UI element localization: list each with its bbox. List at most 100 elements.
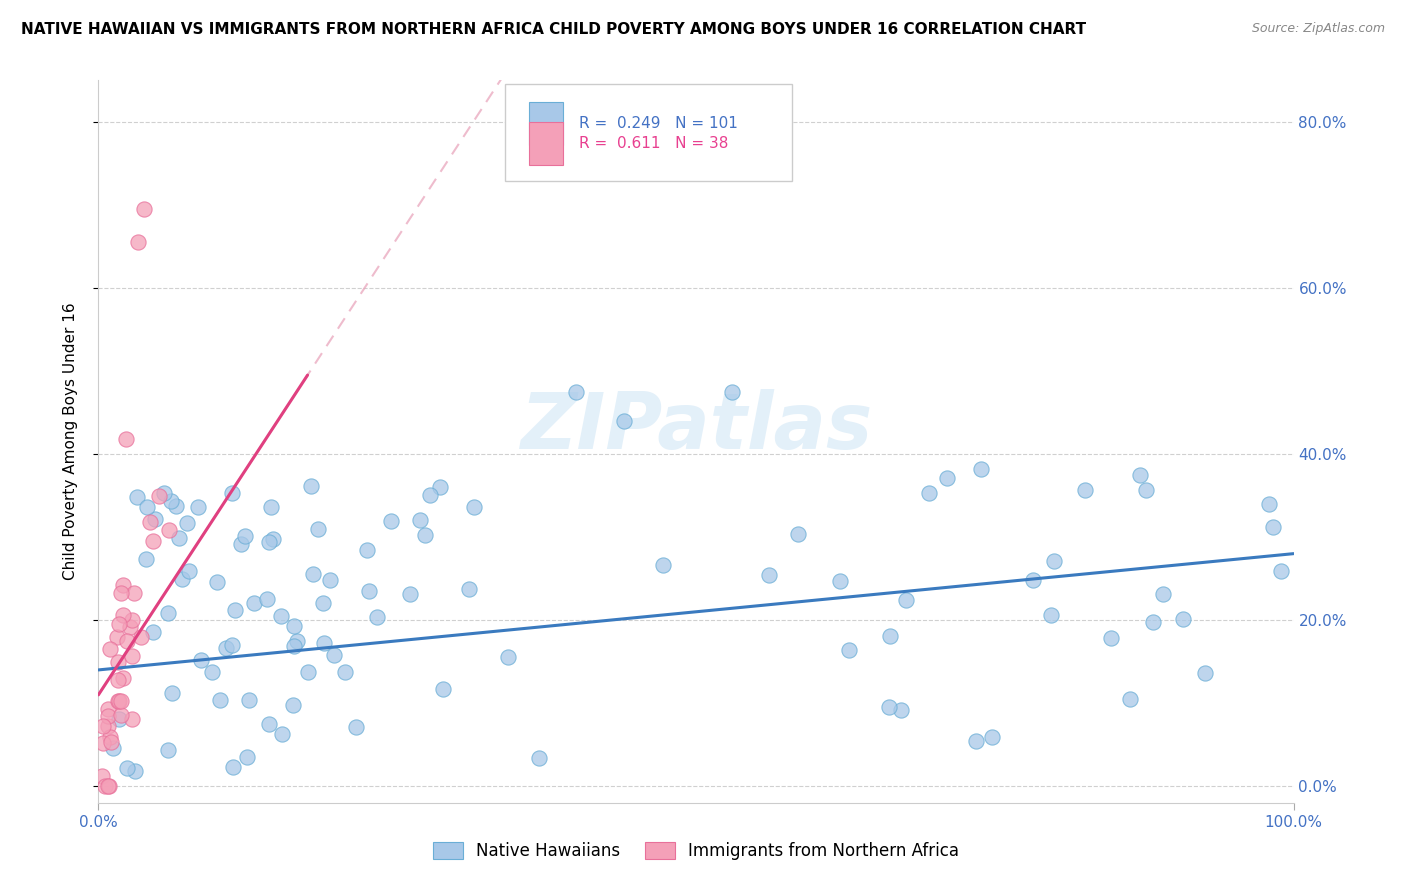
Point [156, 606, 179, 620]
Point [652, 558, 675, 572]
Point [215, 641, 238, 656]
Point [285, 633, 308, 648]
Point [236, 749, 259, 764]
Point [117, 634, 139, 648]
Point [207, 574, 229, 589]
Point [463, 500, 485, 514]
Point [97, 779, 120, 793]
Point [148, 489, 170, 503]
Point [260, 500, 283, 515]
Point [121, 712, 143, 726]
Point [359, 584, 381, 599]
Point [399, 586, 422, 600]
Point [429, 480, 451, 494]
Point [131, 630, 153, 644]
Point [111, 578, 134, 592]
Point [936, 471, 959, 485]
Point [97, 702, 120, 716]
Point [283, 639, 305, 653]
Point [103, 741, 125, 756]
Point [111, 671, 134, 685]
Point [283, 619, 305, 633]
Y-axis label: Child Poverty Among Boys Under 16: Child Poverty Among Boys Under 16 [63, 302, 77, 581]
Point [94, 779, 117, 793]
Point [97, 718, 120, 732]
Text: ZIPatlas: ZIPatlas [520, 389, 872, 465]
Point [758, 568, 780, 582]
Point [828, 574, 851, 588]
Point [209, 693, 232, 707]
Point [115, 433, 138, 447]
Point [122, 586, 145, 600]
Point [222, 760, 245, 774]
Point [307, 522, 329, 536]
Point [112, 607, 135, 622]
Point [787, 527, 810, 541]
Point [157, 743, 180, 757]
Point [107, 655, 129, 669]
Point [1173, 612, 1195, 626]
Point [1119, 692, 1142, 706]
Point [91, 719, 114, 733]
Point [297, 665, 319, 680]
Point [127, 235, 149, 250]
Point [613, 414, 636, 428]
Point [965, 734, 987, 748]
Point [1129, 468, 1152, 483]
Point [879, 629, 901, 643]
Point [281, 698, 304, 713]
Point [380, 514, 402, 528]
Point [162, 686, 184, 700]
Point [108, 616, 131, 631]
Point [159, 523, 181, 537]
Point [169, 531, 191, 545]
Point [153, 486, 176, 500]
Point [1099, 632, 1122, 646]
Point [231, 537, 253, 551]
Point [221, 638, 243, 652]
Point [1135, 483, 1157, 497]
FancyBboxPatch shape [529, 122, 564, 165]
Text: R =  0.611   N = 38: R = 0.611 N = 38 [579, 136, 728, 151]
Point [117, 762, 139, 776]
Point [1040, 608, 1063, 623]
Point [224, 603, 246, 617]
Point [1142, 615, 1164, 630]
Point [257, 535, 280, 549]
Point [110, 585, 132, 599]
Point [187, 500, 209, 514]
Point [970, 462, 993, 476]
Point [179, 564, 201, 578]
Point [918, 486, 941, 500]
Point [221, 486, 243, 500]
Point [318, 574, 340, 588]
Point [90, 769, 112, 783]
Point [132, 202, 155, 216]
Point [312, 596, 335, 610]
Point [108, 712, 131, 726]
Point [1152, 587, 1174, 601]
Point [415, 527, 437, 541]
Point [201, 665, 224, 679]
Point [419, 488, 441, 502]
Point [366, 610, 388, 624]
Text: R =  0.249   N = 101: R = 0.249 N = 101 [579, 116, 738, 131]
Point [1263, 520, 1285, 534]
Point [98, 730, 121, 744]
Point [1270, 564, 1292, 578]
Point [333, 665, 356, 679]
Point [409, 513, 432, 527]
Point [108, 694, 131, 708]
Point [176, 516, 198, 531]
Point [243, 596, 266, 610]
Point [1043, 554, 1066, 568]
Point [143, 512, 166, 526]
Point [262, 532, 284, 546]
Point [110, 694, 132, 708]
Point [721, 384, 744, 399]
Point [190, 653, 212, 667]
Point [118, 620, 141, 634]
Point [160, 494, 183, 508]
Point [314, 636, 336, 650]
Point [110, 707, 132, 722]
